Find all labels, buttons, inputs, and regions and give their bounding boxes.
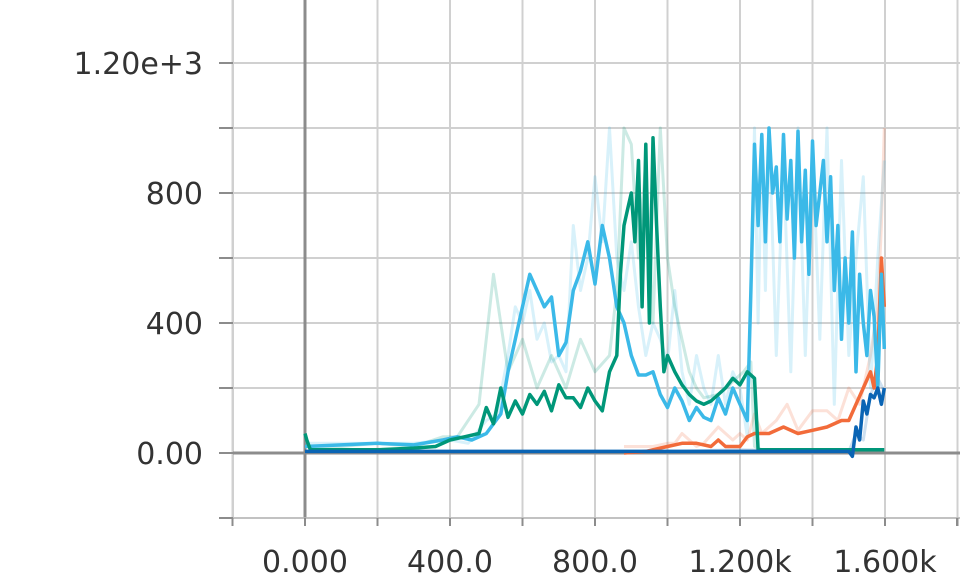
series-1-smoothed-line xyxy=(304,126,887,449)
series-layer xyxy=(303,126,887,459)
series-3-smoothed-line xyxy=(305,386,887,459)
series-0-smoothed-line xyxy=(623,256,887,455)
y-tick-label: 0.00 xyxy=(136,437,203,472)
x-tick-label: 400.0 xyxy=(407,545,493,580)
y-tick-label: 800 xyxy=(146,177,203,212)
series-2-smoothed-line xyxy=(303,136,885,452)
x-tick-label: 1.200k xyxy=(688,545,792,580)
series-0-raw-line xyxy=(624,127,886,448)
axis-layer: 0.000 400.0 800.0 1.200k 1.600k 0.00 400 800 1.2… xyxy=(74,47,960,580)
y-tick-label: 1.20e+3 xyxy=(74,47,203,82)
y-tick-label: 400 xyxy=(146,307,203,342)
x-tick-label: 0.000 xyxy=(262,545,348,580)
x-tick-label: 800.0 xyxy=(552,545,638,580)
x-tick-label: 1.600k xyxy=(833,545,937,580)
